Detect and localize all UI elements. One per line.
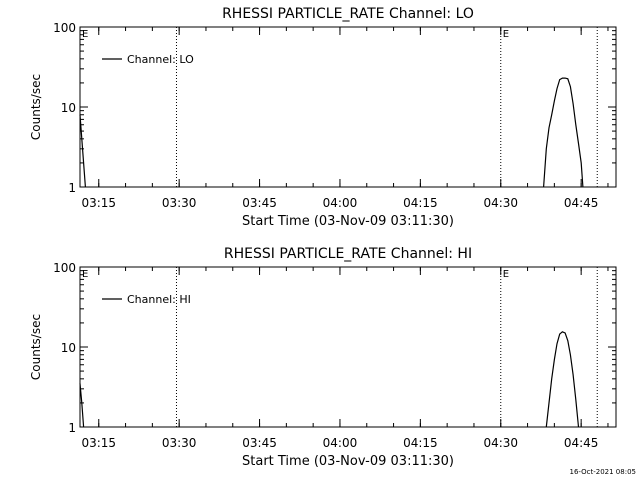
x-tick-label: 04:15 bbox=[403, 196, 438, 210]
x-tick-label: 03:45 bbox=[242, 436, 277, 450]
y-tick-label: 100 bbox=[53, 21, 76, 35]
y-tick-label: 100 bbox=[53, 261, 76, 275]
y-tick-label: 10 bbox=[61, 341, 76, 355]
footer-timestamp: 16-Oct-2021 08:05 bbox=[570, 468, 636, 476]
series-line bbox=[545, 331, 580, 428]
x-tick-label: 04:45 bbox=[564, 436, 599, 450]
legend-label: Channel: HI bbox=[127, 293, 191, 306]
x-tick-label: 03:45 bbox=[242, 196, 277, 210]
x-tick-label: 04:45 bbox=[564, 196, 599, 210]
series-line bbox=[79, 383, 85, 428]
event-marker-label: E bbox=[503, 269, 509, 280]
chart-title: RHESSI PARTICLE_RATE Channel: LO bbox=[222, 6, 474, 22]
x-tick-label: 03:30 bbox=[162, 436, 197, 450]
x-tick-label: 04:00 bbox=[323, 436, 358, 450]
event-marker-label: E bbox=[82, 269, 88, 280]
x-tick-label: 04:15 bbox=[403, 436, 438, 450]
x-tick-label: 03:30 bbox=[162, 196, 197, 210]
y-tick-label: 1 bbox=[68, 421, 76, 435]
x-tick-label: 03:15 bbox=[81, 436, 116, 450]
series-line bbox=[543, 77, 584, 188]
series-line bbox=[79, 114, 86, 188]
x-tick-label: 04:30 bbox=[483, 196, 518, 210]
x-tick-label: 04:30 bbox=[483, 436, 518, 450]
legend-label: Channel: LO bbox=[127, 53, 194, 66]
chart-title: RHESSI PARTICLE_RATE Channel: HI bbox=[224, 246, 472, 262]
event-marker-label: E bbox=[503, 29, 509, 40]
x-axis-label: Start Time (03-Nov-09 03:11:30) bbox=[242, 454, 454, 469]
y-tick-label: 1 bbox=[68, 181, 76, 195]
y-tick-label: 10 bbox=[61, 101, 76, 115]
y-axis-label: Counts/sec bbox=[29, 314, 43, 380]
plot-frame bbox=[79, 26, 617, 188]
x-tick-label: 03:15 bbox=[81, 196, 116, 210]
x-axis-label: Start Time (03-Nov-09 03:11:30) bbox=[242, 214, 454, 229]
plot-frame bbox=[79, 266, 617, 428]
event-marker-label: E bbox=[82, 29, 88, 40]
y-axis-label: Counts/sec bbox=[29, 74, 43, 140]
x-tick-label: 04:00 bbox=[323, 196, 358, 210]
